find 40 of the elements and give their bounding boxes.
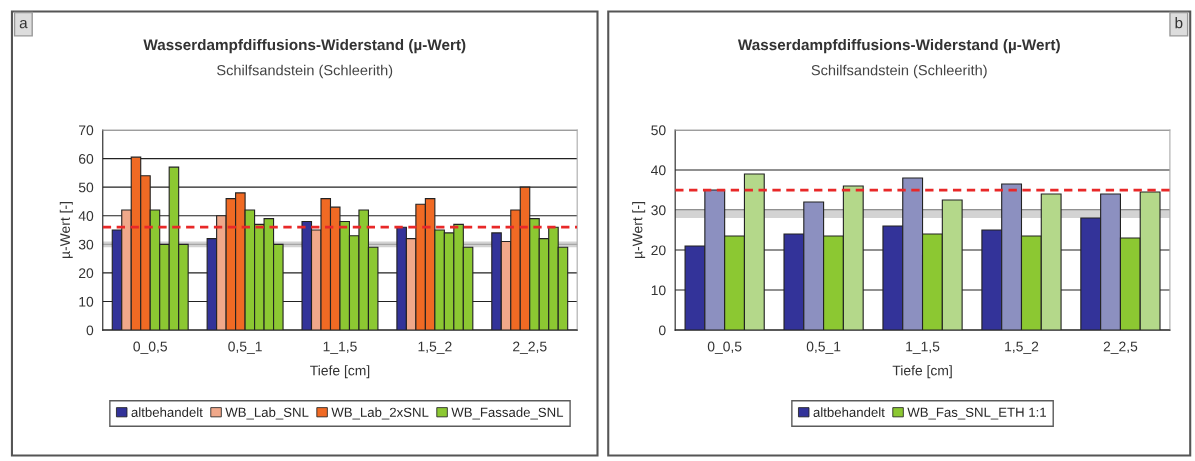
x-tick-label: 2_2,5 xyxy=(1103,341,1138,355)
x-axis-title: Tiefe [cm] xyxy=(892,365,952,379)
legend-label: WB_Fas_SNL_ETH 1:1 xyxy=(907,407,1046,420)
y-tick-label: 20 xyxy=(78,268,94,279)
y-tick-label: 0 xyxy=(658,325,666,336)
y-tick-label: 30 xyxy=(78,239,94,250)
legend-label: WB_Lab_2xSNL xyxy=(331,407,429,420)
y-tick-label: 40 xyxy=(651,165,666,176)
x-tick-label: 0_0,5 xyxy=(707,341,742,355)
text: b xyxy=(1175,17,1183,29)
x-tick-label: 1_1,5 xyxy=(323,341,357,355)
x-tick-label: 0,5_1 xyxy=(228,341,262,355)
legend-label: altbehandelt xyxy=(131,407,203,417)
chart-title: Wasserdampfdiffusions-Widerstand (µ-Wert) xyxy=(143,38,466,54)
y-tick-label: 70 xyxy=(79,125,94,136)
y-tick-label: 10 xyxy=(651,285,666,296)
x-axis-title: Tiefe [cm] xyxy=(310,365,370,379)
y-axis-title: µ-Wert [-] xyxy=(632,202,646,259)
y-tick-label: 30 xyxy=(651,205,666,216)
y-tick-label: 50 xyxy=(78,182,94,193)
legend-label: WB_Lab_SNL xyxy=(225,407,309,420)
chart-subtitle: Schilfsandstein (Schleerith) xyxy=(811,64,987,79)
legend-label: altbehandelt xyxy=(813,407,885,417)
x-tick-label: 1_1,5 xyxy=(906,341,940,355)
x-tick-label: 2_2,5 xyxy=(513,341,547,355)
chart-subtitle: Schilfsandstein (Schleerith) xyxy=(217,64,393,79)
y-axis-title: µ-Wert [-] xyxy=(59,202,73,259)
chart-title: Wasserdampfdiffusions-Widerstand (µ-Wert) xyxy=(737,38,1060,54)
x-tick-label: 1,5_2 xyxy=(418,341,452,355)
x-tick-label: 0_0,5 xyxy=(133,341,168,355)
y-tick-label: 0 xyxy=(86,325,94,336)
y-tick-label: 10 xyxy=(79,296,94,307)
x-tick-label: 0,5_1 xyxy=(806,341,841,355)
y-tick-label: 20 xyxy=(651,245,666,256)
y-tick-label: 40 xyxy=(78,211,94,221)
y-tick-label: 60 xyxy=(79,153,94,164)
y-tick-label: 50 xyxy=(651,125,666,136)
legend-label: WB_Fassade_SNL xyxy=(451,407,564,420)
x-tick-label: 1,5_2 xyxy=(1005,341,1039,355)
text: a xyxy=(19,19,28,29)
